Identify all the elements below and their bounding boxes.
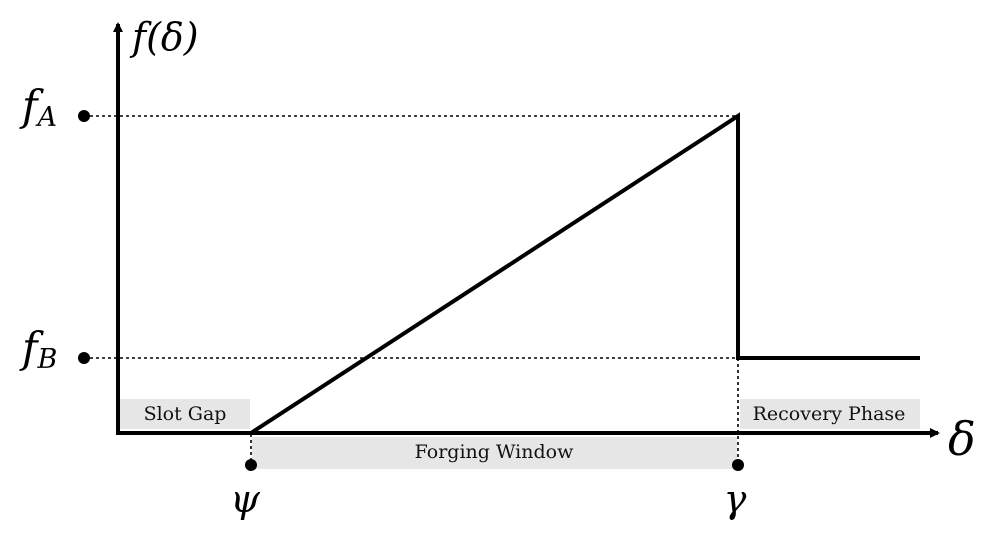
gamma-label: γ: [724, 477, 747, 521]
psi-tick-dot: [245, 459, 257, 471]
psi-label: ψ: [230, 477, 261, 521]
recovery-phase-region: [740, 399, 920, 429]
fA-sub: A: [35, 102, 58, 133]
slot-gap-label: Slot Gap: [144, 403, 227, 425]
fA-label: fA: [19, 81, 57, 133]
fA-tick-dot: [78, 110, 90, 122]
fB-sub: B: [37, 344, 58, 375]
forging-window-region: [252, 437, 737, 469]
function-curve: [118, 112, 920, 435]
x-axis-label: δ: [948, 412, 976, 466]
forging-window-label: Forging Window: [415, 441, 574, 463]
fB-tick-dot: [78, 352, 90, 364]
fB-label: fB: [19, 323, 57, 375]
slot-gap-region: [120, 399, 250, 429]
recovery-phase-label: Recovery Phase: [753, 403, 906, 425]
gamma-tick-dot: [732, 459, 744, 471]
y-axis-label: f(δ): [129, 15, 199, 59]
